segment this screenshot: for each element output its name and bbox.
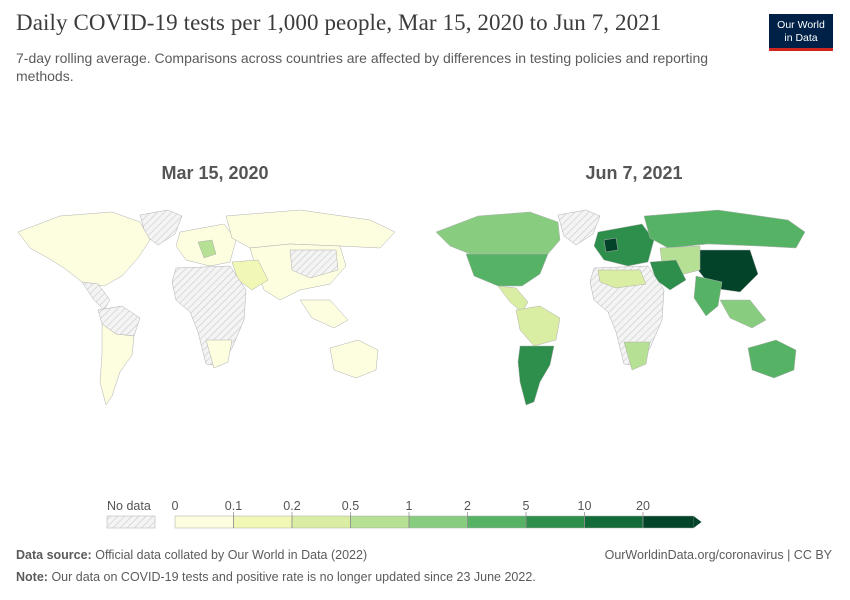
legend-bin xyxy=(350,515,410,529)
map2-usa xyxy=(465,253,549,287)
map1-australia xyxy=(329,339,379,379)
map2-europe xyxy=(593,223,655,267)
legend-no-data-swatch xyxy=(106,515,156,529)
legend-tick-label: 0.1 xyxy=(225,499,242,513)
chart-subtitle: 7-day rolling average. Comparisons acros… xyxy=(16,50,709,84)
map-1-date-label: Mar 15, 2020 xyxy=(161,163,268,183)
legend-tick-label: 0.5 xyxy=(342,499,359,513)
world-map-jun-2021 xyxy=(435,209,806,406)
legend-bin xyxy=(233,515,293,529)
legend-bin xyxy=(291,515,351,529)
map2-russia xyxy=(643,209,806,249)
legend-bin xyxy=(174,515,234,529)
map2-south-america-south xyxy=(517,345,555,406)
world-map-mar-2020 xyxy=(17,209,396,406)
color-legend: No data 0 0.1 0.2 0.5 1 2 5 10 20 xyxy=(106,499,702,529)
legend-tick-label: 2 xyxy=(464,499,471,513)
map2-australia xyxy=(747,339,797,379)
map-2-date-label: Jun 7, 2021 xyxy=(585,163,682,183)
legend-bin xyxy=(525,515,585,529)
legend-tick-label: 0 xyxy=(172,499,179,513)
owid-logo[interactable]: Our World in Data xyxy=(769,14,833,51)
legend-tick-label: 10 xyxy=(578,499,592,513)
data-source: Data source: Official data collated by O… xyxy=(16,548,367,562)
map1-north-america xyxy=(17,211,151,287)
map1-southeast-asia xyxy=(299,299,349,329)
map2-greenland xyxy=(557,209,601,246)
map2-central-america xyxy=(497,285,529,313)
map1-south-america-south xyxy=(99,323,135,406)
legend-bin xyxy=(642,515,694,529)
legend-tick-label: 20 xyxy=(636,499,650,513)
note-label: Note: xyxy=(16,570,48,584)
footer-link[interactable]: OurWorldinData.org/coronavirus | CC BY xyxy=(604,548,832,562)
logo-line-2: in Data xyxy=(784,32,818,44)
legend-no-data-label: No data xyxy=(107,499,151,513)
legend-bins xyxy=(174,515,702,529)
map2-north-africa xyxy=(597,269,647,289)
legend-bin xyxy=(467,515,527,529)
map2-europe-hotspot xyxy=(603,237,619,253)
map2-india xyxy=(693,275,723,317)
footer-note: Note: Our data on COVID-19 tests and pos… xyxy=(16,570,536,584)
legend-tick-label: 0.2 xyxy=(283,499,300,513)
legend-tick-label: 1 xyxy=(406,499,413,513)
legend-bin xyxy=(584,515,644,529)
legend-arrow xyxy=(693,516,702,528)
map1-russia xyxy=(225,209,396,249)
data-source-text: Official data collated by Our World in D… xyxy=(95,548,368,562)
maps-area: Mar 15, 2020 Jun 7, 2021 xyxy=(17,163,806,406)
legend-ticks: 0 0.1 0.2 0.5 1 2 5 10 20 xyxy=(172,499,650,528)
map1-central-america xyxy=(81,281,111,311)
legend-bin xyxy=(408,515,468,529)
map2-south-america-north xyxy=(515,305,561,347)
map2-canada xyxy=(435,211,561,255)
map1-asia-hatched xyxy=(289,249,339,279)
logo-line-1: Our World xyxy=(777,19,825,31)
map2-southeast-asia xyxy=(719,299,767,329)
legend-tick-label: 5 xyxy=(523,499,530,513)
note-text: Our data on COVID-19 tests and positive … xyxy=(51,570,536,584)
map1-southern-africa xyxy=(205,339,233,369)
map2-southern-africa xyxy=(623,341,651,371)
chart-title: Daily COVID-19 tests per 1,000 people, M… xyxy=(16,10,662,35)
map1-europe-hotspot xyxy=(197,239,217,259)
data-source-label: Data source: xyxy=(16,548,92,562)
